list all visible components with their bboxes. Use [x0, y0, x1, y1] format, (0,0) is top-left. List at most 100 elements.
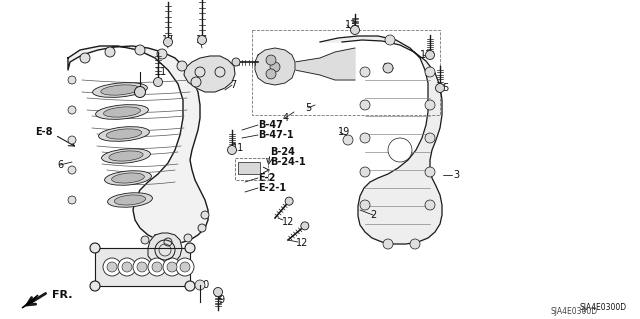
- Circle shape: [105, 47, 115, 57]
- Circle shape: [435, 84, 445, 93]
- Circle shape: [68, 166, 76, 174]
- Circle shape: [177, 61, 187, 71]
- Text: 15: 15: [438, 83, 451, 93]
- Text: 12: 12: [282, 217, 294, 227]
- Circle shape: [425, 100, 435, 110]
- Circle shape: [383, 63, 393, 73]
- Circle shape: [426, 50, 435, 60]
- Ellipse shape: [102, 149, 150, 163]
- Circle shape: [141, 236, 149, 244]
- Ellipse shape: [108, 193, 152, 207]
- Circle shape: [68, 196, 76, 204]
- Text: B-47: B-47: [258, 120, 283, 130]
- Circle shape: [410, 239, 420, 249]
- Text: 13: 13: [345, 20, 357, 30]
- Text: SJA4E0300D: SJA4E0300D: [580, 303, 627, 313]
- Circle shape: [164, 238, 172, 246]
- Circle shape: [425, 133, 435, 143]
- Text: 18: 18: [258, 53, 270, 63]
- Text: 6: 6: [57, 160, 63, 170]
- Circle shape: [266, 55, 276, 65]
- Ellipse shape: [109, 151, 143, 161]
- Circle shape: [360, 167, 370, 177]
- Polygon shape: [295, 48, 355, 80]
- Circle shape: [176, 258, 194, 276]
- Circle shape: [360, 100, 370, 110]
- Circle shape: [383, 239, 393, 249]
- Text: 16: 16: [196, 35, 208, 45]
- Text: 8: 8: [382, 63, 388, 73]
- Text: SJA4E0300D: SJA4E0300D: [551, 308, 598, 316]
- Circle shape: [68, 106, 76, 114]
- Polygon shape: [184, 56, 235, 92]
- Text: 14: 14: [132, 83, 144, 93]
- Text: 12: 12: [296, 238, 308, 248]
- Circle shape: [148, 258, 166, 276]
- Text: 11: 11: [155, 67, 167, 77]
- Text: 11: 11: [232, 143, 244, 153]
- Circle shape: [385, 35, 395, 45]
- Circle shape: [191, 77, 201, 87]
- Polygon shape: [22, 295, 38, 308]
- Circle shape: [227, 145, 237, 154]
- Circle shape: [195, 280, 205, 290]
- Ellipse shape: [111, 173, 145, 183]
- Text: 13: 13: [420, 50, 432, 60]
- Circle shape: [266, 69, 276, 79]
- Text: 7: 7: [230, 80, 236, 90]
- Circle shape: [198, 35, 207, 44]
- Circle shape: [107, 262, 117, 272]
- Circle shape: [90, 281, 100, 291]
- Circle shape: [185, 281, 195, 291]
- Circle shape: [360, 133, 370, 143]
- Circle shape: [198, 224, 206, 232]
- Circle shape: [137, 262, 147, 272]
- Text: 19: 19: [338, 127, 350, 137]
- Circle shape: [122, 262, 132, 272]
- Circle shape: [134, 86, 145, 98]
- Ellipse shape: [115, 195, 146, 205]
- Ellipse shape: [93, 83, 147, 97]
- Circle shape: [68, 76, 76, 84]
- Polygon shape: [68, 46, 208, 243]
- Text: E-2-1: E-2-1: [258, 183, 286, 193]
- Circle shape: [388, 138, 412, 162]
- Circle shape: [90, 243, 100, 253]
- Text: 5: 5: [305, 103, 311, 113]
- Circle shape: [360, 67, 370, 77]
- Circle shape: [154, 78, 163, 86]
- Circle shape: [425, 200, 435, 210]
- Ellipse shape: [104, 107, 141, 117]
- Circle shape: [68, 136, 76, 144]
- Text: FR.: FR.: [52, 290, 72, 300]
- Text: 3: 3: [453, 170, 459, 180]
- Ellipse shape: [101, 85, 139, 95]
- Text: 9: 9: [218, 295, 224, 305]
- Bar: [238, 162, 260, 174]
- Circle shape: [118, 258, 136, 276]
- Circle shape: [360, 200, 370, 210]
- Circle shape: [103, 258, 121, 276]
- Circle shape: [351, 26, 360, 34]
- Circle shape: [285, 197, 293, 205]
- Circle shape: [157, 49, 167, 59]
- Polygon shape: [320, 36, 442, 244]
- Circle shape: [343, 135, 353, 145]
- Text: 2: 2: [370, 210, 376, 220]
- Circle shape: [135, 45, 145, 55]
- Text: B-47-1: B-47-1: [258, 130, 294, 140]
- Polygon shape: [255, 48, 295, 85]
- Circle shape: [80, 53, 90, 63]
- Polygon shape: [95, 248, 190, 286]
- Circle shape: [301, 222, 309, 230]
- Circle shape: [214, 287, 223, 296]
- Circle shape: [152, 262, 162, 272]
- Circle shape: [425, 67, 435, 77]
- Text: B-24-1: B-24-1: [270, 157, 306, 167]
- Circle shape: [232, 58, 240, 66]
- Text: 4: 4: [283, 113, 289, 123]
- Ellipse shape: [99, 127, 149, 141]
- Ellipse shape: [104, 171, 152, 185]
- Circle shape: [270, 62, 280, 72]
- Polygon shape: [148, 233, 182, 265]
